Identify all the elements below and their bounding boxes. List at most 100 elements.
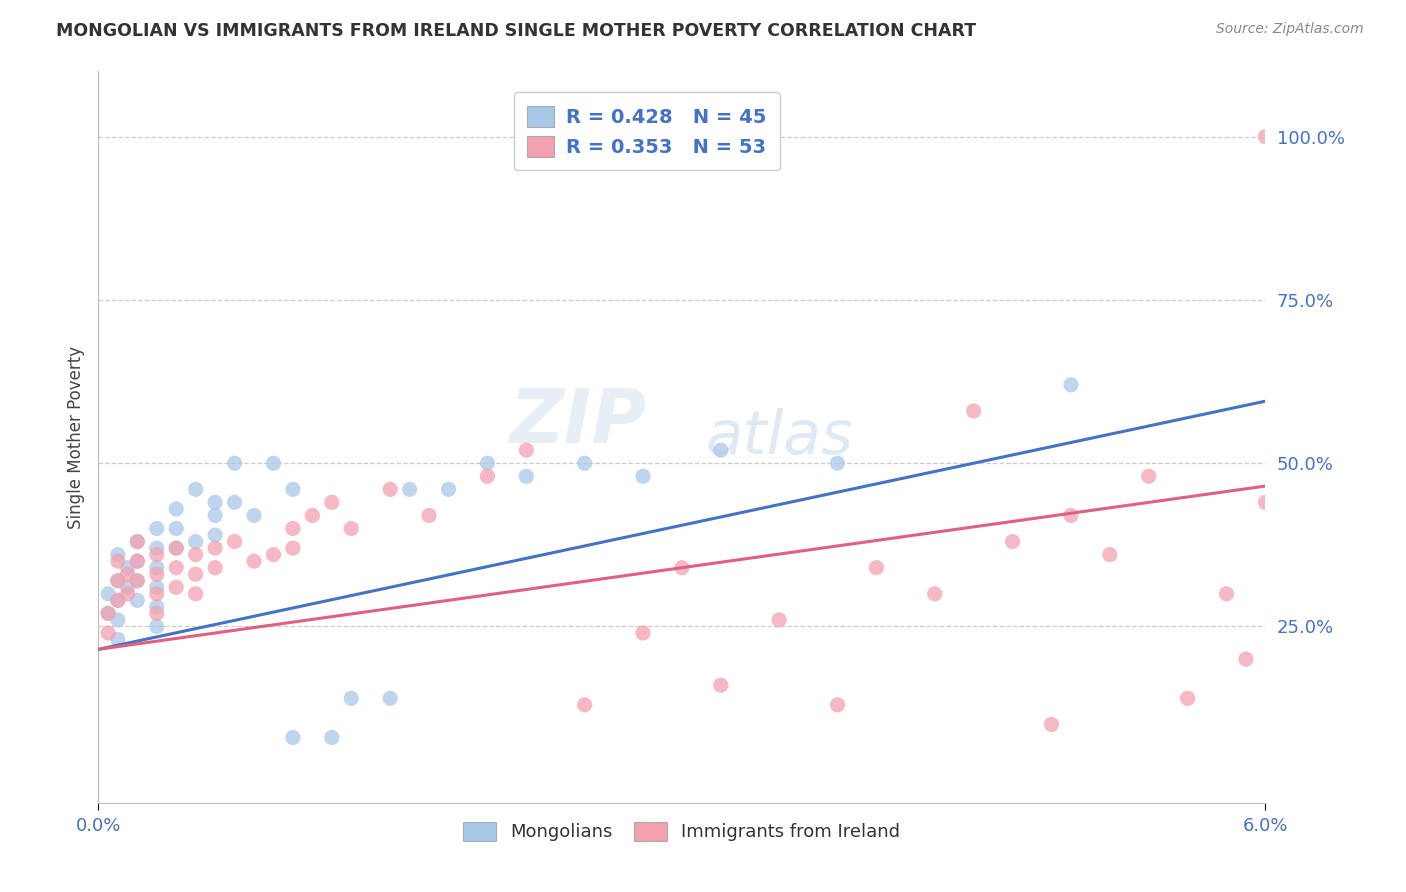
Point: [107, 632, 129, 647]
Point: [243, 554, 266, 568]
Point: [224, 534, 246, 549]
Point: [184, 534, 207, 549]
Point: [1098, 548, 1121, 562]
Point: [107, 574, 129, 588]
Point: [165, 541, 187, 555]
Text: Source: ZipAtlas.com: Source: ZipAtlas.com: [1216, 22, 1364, 37]
Point: [398, 483, 420, 497]
Point: [117, 567, 139, 582]
Point: [671, 560, 693, 574]
Point: [710, 678, 733, 692]
Point: [107, 593, 129, 607]
Point: [418, 508, 440, 523]
Point: [281, 541, 304, 555]
Point: [146, 619, 169, 633]
Point: [515, 469, 537, 483]
Point: [321, 495, 343, 509]
Point: [165, 521, 187, 535]
Point: [1215, 587, 1237, 601]
Point: [184, 567, 207, 582]
Point: [165, 580, 187, 594]
Point: [97, 626, 120, 640]
Point: [127, 574, 149, 588]
Point: [117, 560, 139, 574]
Point: [184, 483, 207, 497]
Point: [962, 404, 984, 418]
Point: [827, 698, 849, 712]
Point: [127, 534, 149, 549]
Point: [1060, 377, 1083, 392]
Point: [165, 541, 187, 555]
Point: [146, 580, 169, 594]
Point: [1254, 495, 1277, 509]
Point: [262, 548, 284, 562]
Point: [146, 599, 169, 614]
Point: [515, 443, 537, 458]
Point: [477, 469, 499, 483]
Point: [146, 521, 169, 535]
Point: [146, 587, 169, 601]
Text: atlas: atlas: [706, 408, 853, 467]
Point: [107, 574, 129, 588]
Point: [107, 613, 129, 627]
Point: [107, 593, 129, 607]
Point: [204, 541, 226, 555]
Y-axis label: Single Mother Poverty: Single Mother Poverty: [66, 345, 84, 529]
Point: [924, 587, 946, 601]
Point: [631, 469, 654, 483]
Point: [321, 731, 343, 745]
Point: [165, 560, 187, 574]
Point: [380, 483, 402, 497]
Point: [97, 587, 120, 601]
Point: [865, 560, 887, 574]
Point: [262, 456, 284, 470]
Point: [340, 521, 363, 535]
Point: [224, 495, 246, 509]
Point: [380, 691, 402, 706]
Point: [827, 456, 849, 470]
Point: [437, 483, 460, 497]
Point: [243, 508, 266, 523]
Point: [184, 587, 207, 601]
Point: [477, 456, 499, 470]
Point: [127, 534, 149, 549]
Point: [204, 560, 226, 574]
Point: [146, 607, 169, 621]
Point: [1040, 717, 1063, 731]
Point: [204, 508, 226, 523]
Point: [146, 567, 169, 582]
Text: MONGOLIAN VS IMMIGRANTS FROM IRELAND SINGLE MOTHER POVERTY CORRELATION CHART: MONGOLIAN VS IMMIGRANTS FROM IRELAND SIN…: [56, 22, 976, 40]
Point: [165, 502, 187, 516]
Point: [1001, 534, 1024, 549]
Point: [1137, 469, 1160, 483]
Point: [224, 456, 246, 470]
Text: ZIP: ZIP: [509, 386, 647, 459]
Point: [340, 691, 363, 706]
Point: [1234, 652, 1257, 666]
Point: [127, 593, 149, 607]
Point: [281, 483, 304, 497]
Point: [768, 613, 790, 627]
Point: [97, 607, 120, 621]
Point: [1060, 508, 1083, 523]
Point: [204, 528, 226, 542]
Point: [117, 587, 139, 601]
Point: [146, 548, 169, 562]
Point: [107, 548, 129, 562]
Point: [1177, 691, 1199, 706]
Point: [97, 607, 120, 621]
Point: [1254, 129, 1277, 144]
Point: [281, 521, 304, 535]
Point: [184, 548, 207, 562]
Point: [127, 554, 149, 568]
Point: [146, 541, 169, 555]
Point: [127, 554, 149, 568]
Point: [107, 554, 129, 568]
Point: [146, 560, 169, 574]
Point: [631, 626, 654, 640]
Point: [710, 443, 733, 458]
Point: [127, 574, 149, 588]
Point: [281, 731, 304, 745]
Point: [301, 508, 323, 523]
Legend: Mongolians, Immigrants from Ireland: Mongolians, Immigrants from Ireland: [456, 814, 908, 848]
